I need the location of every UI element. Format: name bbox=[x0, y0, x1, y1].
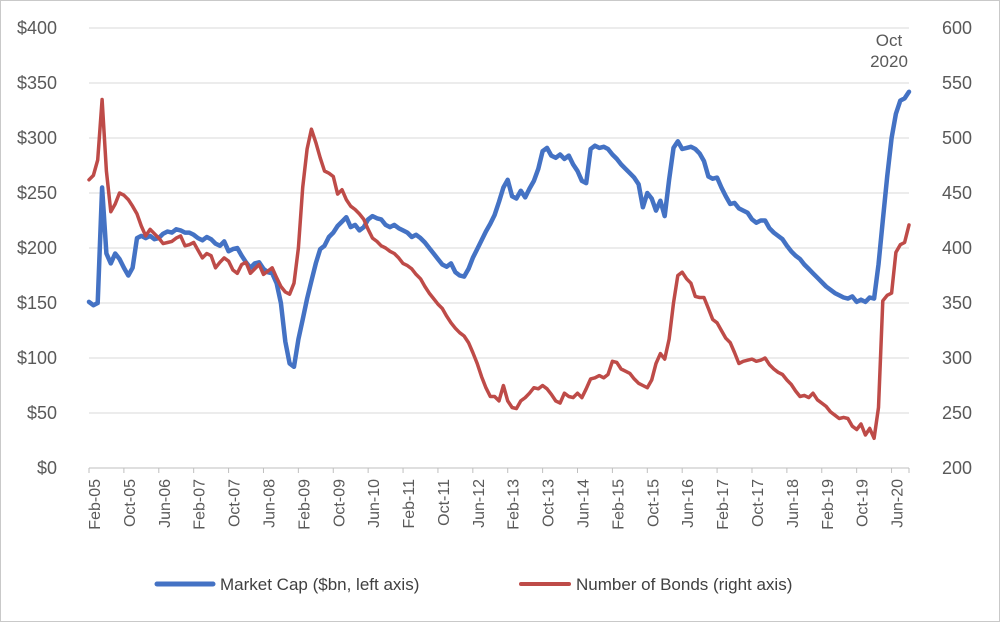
left-axis-tick-label: $150 bbox=[17, 293, 57, 313]
right-axis-tick-label: 200 bbox=[942, 458, 972, 478]
x-axis-tick-label: Oct-13 bbox=[541, 479, 558, 527]
left-axis-tick-label: $250 bbox=[17, 183, 57, 203]
x-axis-tick-label: Jun-18 bbox=[785, 479, 802, 528]
x-axis-tick-label: Jun-14 bbox=[576, 479, 593, 528]
x-axis-tick-label: Jun-08 bbox=[261, 479, 278, 528]
market-cap-line bbox=[86, 89, 912, 370]
legend-label-number-of-bonds: Number of Bonds (right axis) bbox=[576, 575, 792, 594]
x-axis-tick-label: Feb-17 bbox=[715, 479, 732, 530]
annotation-oct-2020-line2: 2020 bbox=[870, 52, 908, 71]
right-axis-tick-label: 500 bbox=[942, 128, 972, 148]
x-axis-tick-label: Feb-07 bbox=[192, 479, 209, 530]
left-axis-tick-label: $400 bbox=[17, 18, 57, 38]
left-axis-tick-label: $100 bbox=[17, 348, 57, 368]
right-axis-tick-label: 400 bbox=[942, 238, 972, 258]
x-axis-tick-label: Oct-11 bbox=[436, 479, 453, 526]
right-axis-tick-label: 450 bbox=[942, 183, 972, 203]
x-axis-tick-label: Feb-15 bbox=[610, 479, 627, 530]
x-axis-tick-label: Feb-05 bbox=[87, 479, 104, 530]
right-axis-tick-label: 350 bbox=[942, 293, 972, 313]
x-axis-tick-label: Oct-17 bbox=[750, 479, 767, 527]
left-axis-tick-label: $50 bbox=[27, 403, 57, 423]
left-axis-tick-label: $0 bbox=[37, 458, 57, 478]
x-axis-tick-label: Jun-06 bbox=[157, 479, 174, 528]
annotation-oct-2020-line1: Oct bbox=[876, 31, 903, 50]
right-axis-tick-label: 250 bbox=[942, 403, 972, 423]
right-axis-tick-label: 600 bbox=[942, 18, 972, 38]
left-axis-tick-label: $200 bbox=[17, 238, 57, 258]
x-axis-tick-label: Feb-11 bbox=[401, 479, 418, 529]
right-axis-tick-label: 300 bbox=[942, 348, 972, 368]
x-axis-tick-label: Feb-19 bbox=[820, 479, 837, 530]
x-axis-tick-label: Oct-19 bbox=[855, 479, 872, 527]
x-axis-tick-label: Feb-09 bbox=[296, 479, 313, 530]
x-axis-tick-label: Oct-05 bbox=[122, 479, 139, 527]
left-axis-tick-label: $350 bbox=[17, 73, 57, 93]
legend-label-market-cap: Market Cap ($bn, left axis) bbox=[220, 575, 419, 594]
x-axis-tick-label: Oct-09 bbox=[331, 479, 348, 527]
number-of-bonds-line bbox=[87, 97, 911, 441]
x-axis-tick-label: Oct-07 bbox=[227, 479, 244, 527]
x-axis-tick-label: Jun-16 bbox=[680, 479, 697, 528]
x-axis-tick-label: Feb-13 bbox=[506, 479, 523, 530]
x-axis-tick-label: Jun-10 bbox=[366, 479, 383, 528]
x-axis-tick-label: Jun-12 bbox=[471, 479, 488, 528]
x-axis-tick-label: Oct-15 bbox=[645, 479, 662, 527]
right-axis-tick-label: 550 bbox=[942, 73, 972, 93]
x-axis-tick-label: Jun-20 bbox=[890, 479, 907, 528]
left-axis-tick-label: $300 bbox=[17, 128, 57, 148]
